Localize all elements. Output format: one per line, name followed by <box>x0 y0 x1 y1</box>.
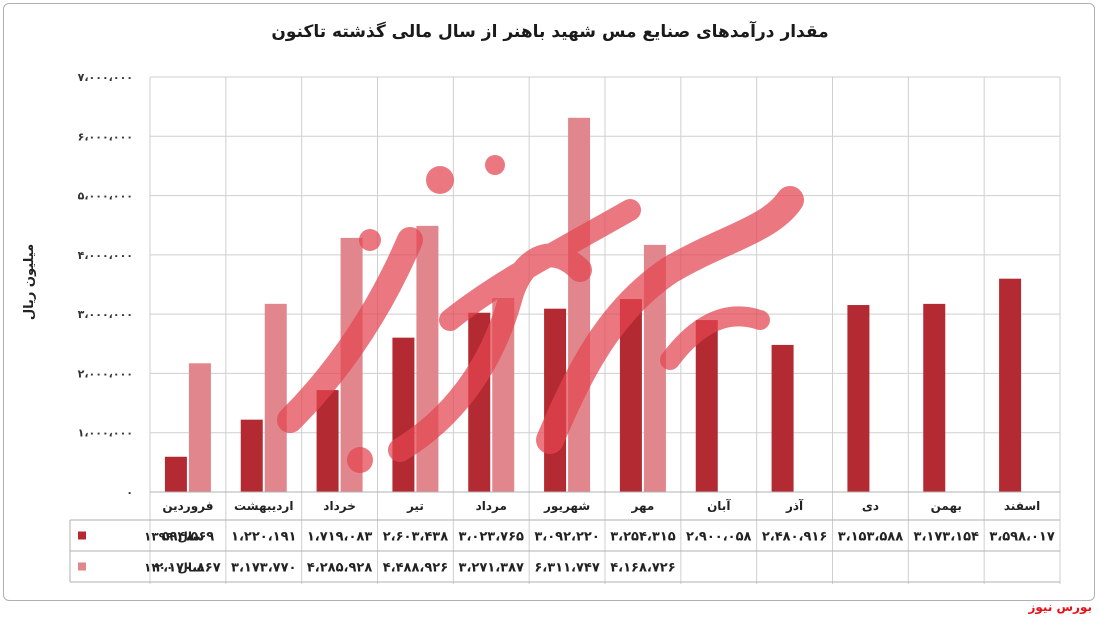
data-table-value: ۴،۴۸۸،۹۲۶ <box>383 561 448 576</box>
data-table-value: ۳،۲۵۴،۳۱۵ <box>610 530 675 545</box>
y-tick-label: ۳،۰۰۰،۰۰۰ <box>78 308 133 321</box>
bar-1399 <box>544 308 567 492</box>
category-label: تیر <box>406 499 424 513</box>
bar-1399 <box>468 312 491 492</box>
bar-1399 <box>771 344 794 492</box>
legend-swatch-1400 <box>78 562 86 571</box>
legend-swatch-1399 <box>78 531 86 540</box>
data-table-value: ۳،۰۲۳،۷۶۵ <box>459 530 524 545</box>
category-label: آبان <box>707 498 731 513</box>
category-label: شهریور <box>543 499 590 514</box>
bar-1399 <box>999 278 1022 492</box>
category-label: دی <box>862 499 879 513</box>
bar-1399 <box>164 456 187 492</box>
bar-1399 <box>695 320 718 492</box>
data-table-value: ۴،۱۶۸،۷۲۶ <box>610 561 675 576</box>
bar-1399 <box>240 419 263 492</box>
y-tick-label: ۲،۰۰۰،۰۰۰ <box>78 367 133 380</box>
data-table-value: ۶،۳۱۱،۷۴۷ <box>534 561 599 576</box>
category-label: اردیبهشت <box>234 499 293 513</box>
data-table-value: ۲،۶۰۳،۴۳۸ <box>383 530 448 545</box>
bar-1400 <box>416 225 439 492</box>
legend-label-1400: سال ۱۴۰۰ <box>144 561 204 575</box>
chart-title: مقدار درآمدهای صنایع مس شهید باهنر از سا… <box>271 22 829 42</box>
category-label: اسفند <box>1004 499 1040 513</box>
data-table-value: ۱،۲۲۰،۱۹۱ <box>231 530 296 545</box>
y-tick-label: ۴،۰۰۰،۰۰۰ <box>78 249 133 262</box>
bar-1400 <box>492 298 515 492</box>
bar-1400 <box>643 244 666 492</box>
data-table-value: ۲،۱۷۰،۸۶۷ <box>155 561 220 576</box>
data-table-value: ۳،۱۵۳،۵۸۸ <box>838 530 903 545</box>
y-tick-label: ۷،۰۰۰،۰۰۰ <box>78 71 133 84</box>
data-table-value: ۲،۴۸۰،۹۱۶ <box>762 530 827 545</box>
data-table-value: ۳،۰۹۲،۲۲۰ <box>534 530 599 545</box>
y-tick-label: ۰ <box>126 486 133 499</box>
data-table-value: ۵۹۴،۵۶۹ <box>162 530 215 545</box>
category-label: فروردین <box>162 499 213 514</box>
category-label: مهر <box>631 499 655 513</box>
category-label: آذر <box>785 498 804 513</box>
data-table-value: ۴،۲۸۵،۹۲۸ <box>307 561 372 576</box>
data-table-value: ۳،۲۷۱،۳۸۷ <box>459 561 524 576</box>
category-label: بهمن <box>931 499 962 513</box>
y-tick-label: ۱،۰۰۰،۰۰۰ <box>78 427 133 440</box>
data-table-value: ۱،۷۱۹،۰۸۳ <box>307 530 372 545</box>
y-tick-label: ۵،۰۰۰،۰۰۰ <box>78 190 133 203</box>
data-table-value: ۳،۱۷۳،۷۷۰ <box>231 561 296 576</box>
bar-1400 <box>340 237 363 492</box>
bar-1399 <box>923 303 946 492</box>
bar-1399 <box>316 390 339 492</box>
bar-1399 <box>392 337 415 492</box>
category-label: خرداد <box>323 499 356 513</box>
bar-1400 <box>568 117 591 492</box>
source-label: بورس نیوز <box>1028 600 1092 614</box>
bar-1400 <box>188 363 211 492</box>
legend-label-1399: سال ۱۳۹۹ <box>144 530 204 544</box>
bar-1399 <box>847 305 870 492</box>
bar-1400 <box>264 303 287 492</box>
bar-1399 <box>619 299 642 492</box>
data-table-value: ۳،۱۷۳،۱۵۴ <box>914 530 979 545</box>
data-table-value: ۲،۹۰۰،۰۵۸ <box>686 530 751 545</box>
data-table-value: ۳،۵۹۸،۰۱۷ <box>989 530 1054 545</box>
category-label: مرداد <box>476 499 507 513</box>
y-tick-label: ۶،۰۰۰،۰۰۰ <box>78 130 133 143</box>
